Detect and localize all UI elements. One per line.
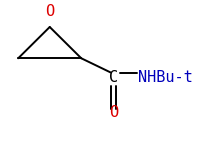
Text: C: C	[109, 70, 118, 85]
Text: NHBu-t: NHBu-t	[138, 70, 193, 85]
Text: O: O	[45, 4, 54, 19]
Text: O: O	[109, 105, 118, 120]
